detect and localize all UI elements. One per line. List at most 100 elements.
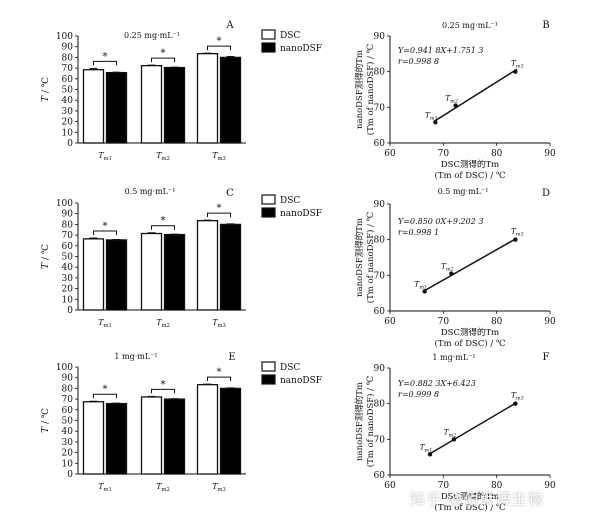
y-tick-label: 0 (67, 470, 73, 480)
point-label: Tm3 (511, 59, 524, 70)
x-tick-label: Tm3 (212, 318, 226, 329)
x-tick-label: 60 (384, 149, 396, 159)
significance-bracket (151, 57, 175, 63)
bar-nanoDSF-Tm1 (105, 402, 128, 475)
y-tick-label: 70 (62, 64, 74, 74)
point-label: Tm1 (420, 442, 433, 453)
y-tick-label: 90 (374, 364, 386, 374)
y-axis-label-en: (Tm of nanoDSF) / ℃ (365, 376, 376, 467)
fit-line (433, 68, 518, 123)
y-tick-label: 90 (62, 43, 74, 53)
panel-letter: D (542, 188, 550, 199)
bar-nanoDSF-Tm3 (219, 56, 242, 144)
scatter-chart-D: D 0.5 mg·mL⁻¹ 60 70 80 90 60 70 80 90 Tm1 Tm2 Tm3 Y=0… (354, 187, 556, 349)
data-point-Tm3 (513, 69, 518, 74)
y-tick-label: 100 (56, 363, 73, 373)
point-label: Tm3 (511, 227, 524, 238)
y-tick-label: 60 (62, 75, 74, 85)
y-tick-label: 60 (62, 242, 74, 252)
y-tick-label: 20 (62, 449, 74, 459)
data-point-Tm3 (513, 401, 518, 406)
point-label: Tm1 (425, 110, 438, 121)
significance-star: * (161, 48, 166, 59)
y-tick-label: 10 (62, 459, 74, 469)
significance-star: * (217, 36, 222, 47)
y-tick-label: 0 (67, 139, 73, 149)
legend-swatch-DSC (261, 29, 276, 40)
significance-star: * (103, 221, 108, 232)
scatter-chart-B: B 0.25 mg·mL⁻¹ 60 70 80 90 60 70 80 90 Tm1 Tm2 Tm3 Y=… (354, 20, 556, 181)
y-tick-label: 60 (62, 406, 74, 416)
fit-equation: Y=0.882 3X+6.423 (398, 379, 476, 388)
x-tick-label: 70 (438, 481, 450, 491)
fit-line (422, 237, 518, 293)
y-axis-label: T / ℃ (41, 244, 51, 269)
y-tick-label: 10 (62, 295, 74, 305)
chart-title: 0.5 mg·mL⁻¹ (125, 187, 176, 196)
legend-swatch-nanoDSF (261, 374, 276, 385)
legend-label: DSC (280, 196, 300, 206)
x-tick-label: Tm2 (156, 318, 170, 329)
y-tick-label: 80 (62, 384, 74, 394)
y-tick-label: 20 (62, 118, 74, 128)
data-point-Tm1 (433, 120, 438, 125)
chart-title: 1 mg·mL⁻¹ (114, 352, 157, 361)
x-tick-label: 90 (544, 481, 556, 491)
significance-bracket (151, 225, 175, 230)
fit-line (428, 401, 518, 456)
x-tick-label: 60 (384, 317, 396, 327)
y-tick-label: 70 (374, 271, 386, 281)
bar-DSC-Tm2 (140, 232, 163, 311)
y-tick-label: 80 (374, 68, 386, 78)
significance-star: * (161, 379, 166, 390)
bar-DSC-Tm3 (196, 53, 219, 144)
y-tick-label: 50 (62, 253, 74, 263)
significance-bracket (93, 60, 117, 66)
bar-DSC-Tm2 (140, 396, 163, 475)
significance-bracket (93, 230, 117, 235)
fit-equation: Y=0.941 8X+1.751 3 (398, 46, 483, 55)
chart-title: 0.25 mg·mL⁻¹ (124, 31, 180, 40)
point-label: Tm2 (441, 262, 454, 273)
significance-star: * (103, 51, 108, 62)
y-tick-label: 30 (62, 274, 74, 284)
y-tick-label: 70 (374, 103, 386, 113)
y-tick-label: 90 (374, 32, 386, 42)
bar-DSC-Tm1 (82, 401, 105, 475)
point-label: Tm2 (445, 94, 458, 105)
x-tick-label: Tm1 (98, 318, 112, 329)
bar-DSC-Tm3 (196, 220, 219, 311)
y-tick-label: 100 (56, 32, 73, 42)
panel-letter: F (543, 352, 550, 363)
y-tick-label: 40 (62, 96, 74, 106)
data-point-Tm2 (449, 271, 454, 276)
y-tick-label: 0 (67, 306, 73, 316)
x-tick-label: 80 (491, 481, 503, 491)
significance-bracket (93, 393, 117, 399)
x-axis-label-cn: DSC测得的Tm (441, 491, 499, 502)
legend-swatch-nanoDSF (261, 42, 276, 53)
fit-equation: Y=0.850 0X+9.202 3 (398, 217, 483, 226)
y-tick-label: 70 (62, 231, 74, 241)
chart-title: 1 mg·mL⁻¹ (432, 353, 475, 362)
legend-swatch-DSC (261, 194, 276, 205)
bar-DSC-Tm3 (196, 384, 219, 475)
x-tick-label: 70 (438, 149, 450, 159)
y-tick-label: 80 (62, 53, 74, 63)
point-label: Tm2 (444, 427, 457, 438)
legend-label: nanoDSF (280, 44, 322, 54)
y-tick-label: 90 (374, 200, 386, 210)
y-axis-label-cn: nanoDSF测得的Tm (354, 218, 365, 297)
y-tick-label: 60 (374, 139, 386, 149)
legend-label: DSC (280, 363, 300, 373)
y-tick-label: 20 (62, 285, 74, 295)
data-point-Tm1 (427, 452, 433, 457)
y-axis-label-en: (Tm of nanoDSF) / ℃ (365, 44, 376, 135)
x-tick-label: Tm1 (98, 482, 112, 493)
bar-nanoDSF-Tm1 (105, 71, 128, 144)
y-axis-label-cn: nanoDSF测得的Tm (354, 382, 365, 461)
